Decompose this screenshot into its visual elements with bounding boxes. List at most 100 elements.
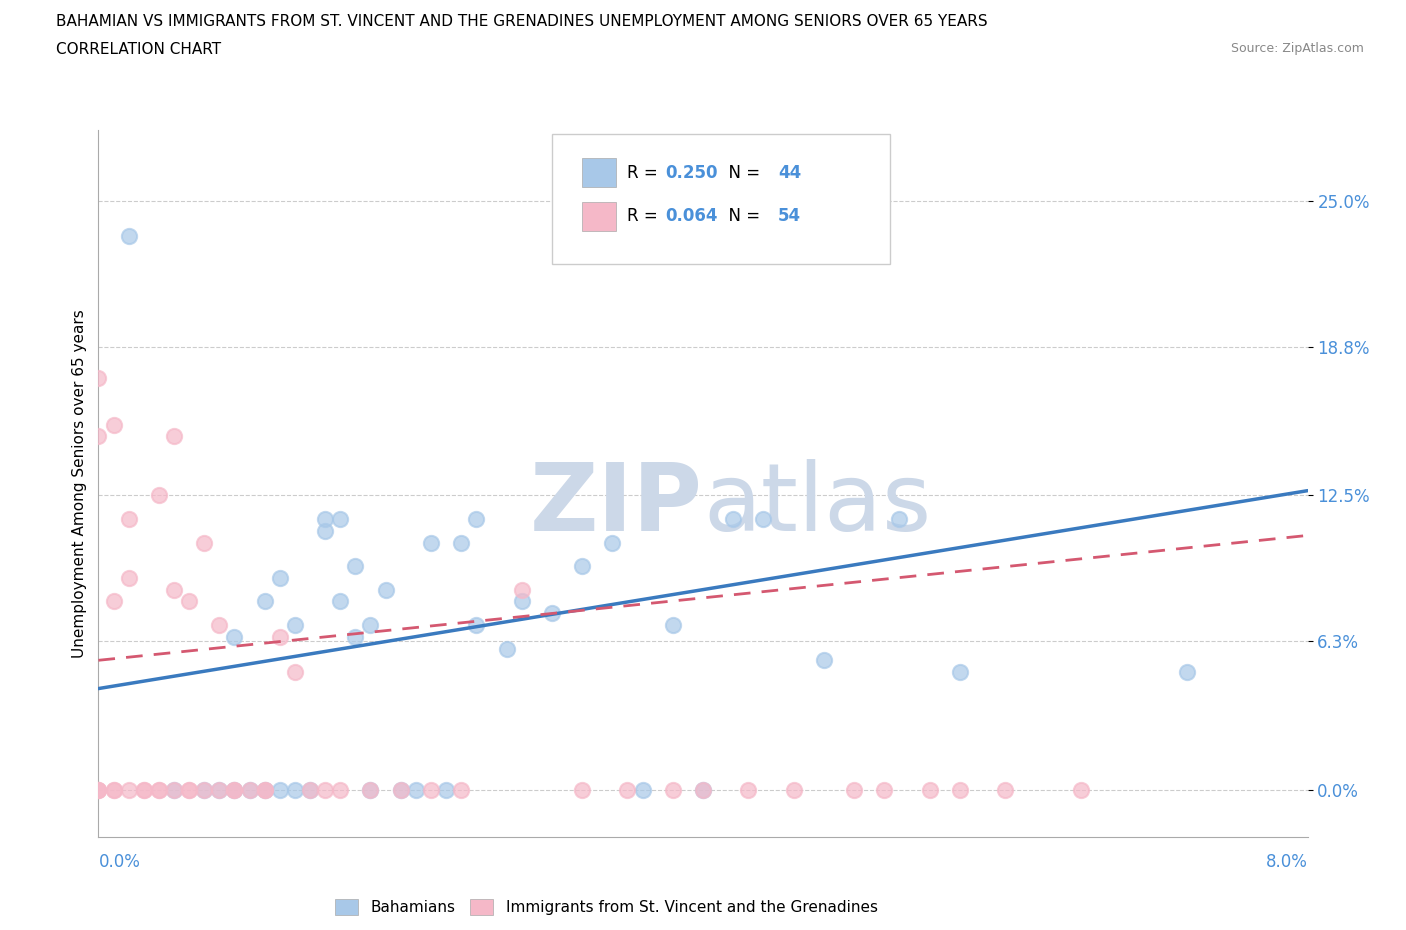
FancyBboxPatch shape <box>551 134 890 264</box>
Point <box>193 782 215 797</box>
Point <box>118 782 141 797</box>
Point <box>269 630 291 644</box>
Point <box>208 782 231 797</box>
Point <box>692 782 714 797</box>
Point <box>208 782 231 797</box>
Text: ZIP: ZIP <box>530 458 703 551</box>
Point <box>208 618 231 632</box>
Text: 8.0%: 8.0% <box>1265 853 1308 870</box>
Point <box>103 782 125 797</box>
Point <box>419 535 441 550</box>
Point <box>87 782 110 797</box>
Point <box>374 582 396 597</box>
Point <box>344 559 367 574</box>
Point <box>359 618 381 632</box>
Point <box>224 782 246 797</box>
Point <box>434 782 457 797</box>
Text: 54: 54 <box>778 207 801 225</box>
Point <box>253 782 276 797</box>
Point <box>239 782 262 797</box>
Point <box>329 594 352 609</box>
Text: 0.064: 0.064 <box>665 207 718 225</box>
Point <box>631 782 654 797</box>
Point <box>269 782 291 797</box>
Point <box>299 782 322 797</box>
Point <box>87 782 110 797</box>
Point <box>193 782 215 797</box>
Point <box>329 512 352 526</box>
Point <box>450 535 472 550</box>
Text: R =: R = <box>627 207 662 225</box>
Point <box>844 782 866 797</box>
Point <box>179 782 201 797</box>
Text: BAHAMIAN VS IMMIGRANTS FROM ST. VINCENT AND THE GRENADINES UNEMPLOYMENT AMONG SE: BAHAMIAN VS IMMIGRANTS FROM ST. VINCENT … <box>56 14 988 29</box>
Point <box>602 535 624 550</box>
Text: Source: ZipAtlas.com: Source: ZipAtlas.com <box>1230 42 1364 55</box>
Point <box>103 782 125 797</box>
Text: 44: 44 <box>778 164 801 181</box>
Point <box>284 618 307 632</box>
Point <box>284 782 307 797</box>
Point <box>465 512 488 526</box>
Point <box>179 594 201 609</box>
Point <box>163 429 186 444</box>
Point <box>87 429 110 444</box>
Point <box>224 782 246 797</box>
Point <box>692 782 714 797</box>
Point <box>118 570 141 585</box>
Point <box>118 229 141 244</box>
Point <box>1070 782 1092 797</box>
Point <box>253 782 276 797</box>
Point <box>329 782 352 797</box>
Point <box>224 630 246 644</box>
Point <box>148 782 170 797</box>
Text: N =: N = <box>717 207 765 225</box>
Point <box>540 605 562 620</box>
Point <box>813 653 835 668</box>
Bar <box>582 203 616 231</box>
Point <box>752 512 775 526</box>
Point <box>359 782 381 797</box>
Point <box>224 782 246 797</box>
Point <box>994 782 1017 797</box>
Point <box>284 665 307 680</box>
Point <box>389 782 412 797</box>
Text: CORRELATION CHART: CORRELATION CHART <box>56 42 221 57</box>
Point <box>148 488 170 503</box>
Point <box>87 370 110 385</box>
Point <box>163 782 186 797</box>
Point <box>148 782 170 797</box>
Point <box>103 418 125 432</box>
Point <box>179 782 201 797</box>
Point <box>103 594 125 609</box>
Point <box>571 782 593 797</box>
Point <box>616 782 638 797</box>
Point <box>571 559 593 574</box>
Point <box>1175 665 1198 680</box>
Point <box>918 782 941 797</box>
Point <box>405 782 427 797</box>
Point <box>253 782 276 797</box>
Point <box>314 524 336 538</box>
Point <box>132 782 155 797</box>
Point <box>949 665 972 680</box>
Point <box>87 782 110 797</box>
Point <box>782 782 804 797</box>
Point <box>193 535 215 550</box>
Text: R =: R = <box>627 164 662 181</box>
Point <box>163 782 186 797</box>
Point <box>118 512 141 526</box>
Point <box>314 782 336 797</box>
Point <box>737 782 759 797</box>
Point <box>163 582 186 597</box>
Point <box>299 782 322 797</box>
Point <box>132 782 155 797</box>
Point <box>253 594 276 609</box>
Point <box>873 782 896 797</box>
Point <box>510 594 533 609</box>
Text: N =: N = <box>717 164 765 181</box>
Point <box>889 512 911 526</box>
Point <box>239 782 262 797</box>
Point <box>359 782 381 797</box>
Point <box>661 782 683 797</box>
